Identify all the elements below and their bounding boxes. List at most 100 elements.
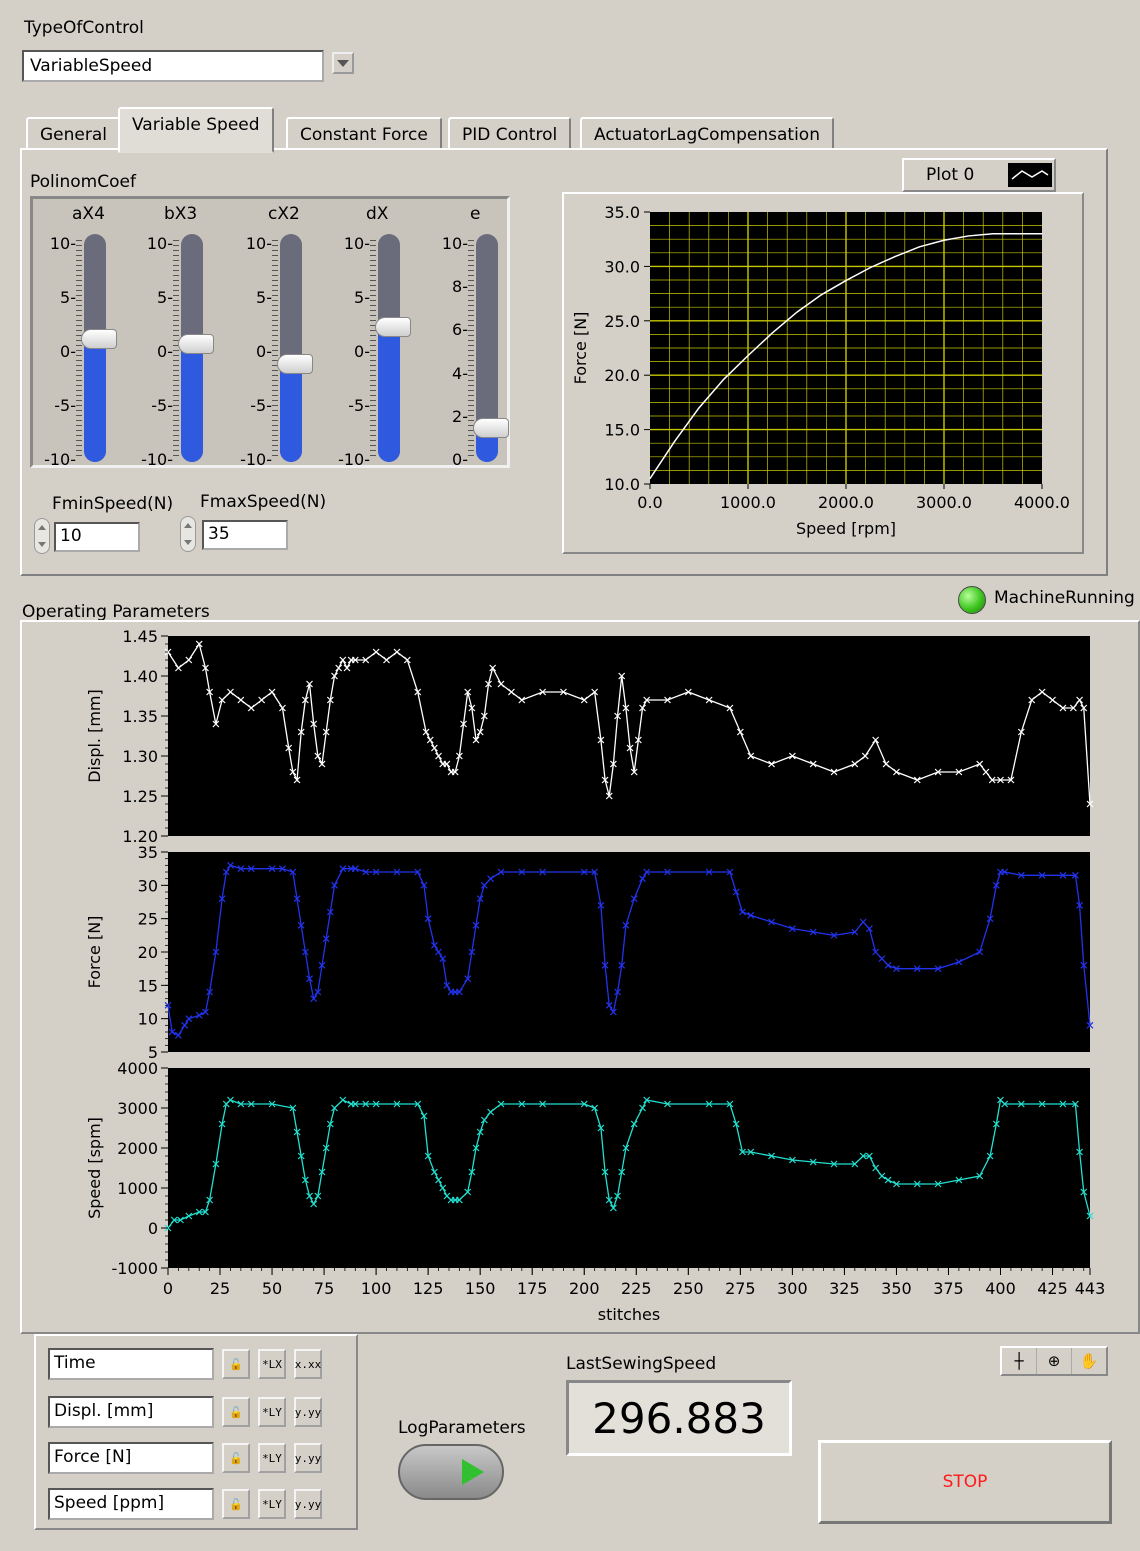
slider-thumb[interactable] (81, 328, 117, 349)
data-point (420, 881, 428, 889)
data-point (293, 895, 301, 903)
slider-track[interactable] (476, 234, 498, 462)
stop-button[interactable]: STOP (818, 1440, 1112, 1524)
slider-tick-label: 10- (343, 234, 370, 253)
data-point (480, 1116, 488, 1124)
x-axis-lock-icon[interactable]: *LX (258, 1349, 286, 1379)
data-point (830, 931, 838, 939)
plot-legend-label: Plot 0 (926, 165, 975, 185)
y-axis-lock-icon[interactable]: *LY (258, 1443, 286, 1473)
fmin-speed-input[interactable]: 10 (54, 522, 140, 552)
x-axis-label: Speed [rpm] (796, 519, 896, 538)
tab-actuator-lag-compensation[interactable]: ActuatorLagCompensation (580, 117, 834, 153)
data-point (614, 988, 621, 996)
slider-track[interactable] (378, 234, 400, 462)
data-point (851, 1160, 859, 1168)
data-point (206, 1196, 214, 1204)
tab-constant-force[interactable]: Constant Force (286, 117, 442, 153)
lock-icon[interactable]: 🔓 (222, 1397, 250, 1427)
x-tick-label: 4000.0 (1014, 493, 1070, 512)
data-point (331, 881, 338, 889)
data-point (177, 1216, 184, 1224)
tab-variable-speed[interactable]: Variable Speed (118, 107, 274, 153)
zoom-icon[interactable]: ⊕ (1037, 1348, 1072, 1374)
format-icon[interactable]: y.yy (294, 1489, 322, 1519)
y-tick-label: 1.35 (122, 707, 158, 726)
data-point (597, 1124, 605, 1132)
lock-icon[interactable]: 🔓 (222, 1349, 250, 1379)
data-point (318, 760, 326, 768)
data-point (497, 1100, 505, 1108)
data-point (268, 865, 276, 873)
data-point (227, 688, 234, 696)
x-tick-label: 175 (517, 1279, 548, 1298)
x-tick-label: 0 (163, 1279, 173, 1298)
cursor-name-field[interactable]: Speed [ppm] (48, 1488, 214, 1520)
data-point (1059, 704, 1067, 712)
slider-track[interactable] (280, 234, 302, 462)
data-point (618, 1168, 626, 1176)
format-icon[interactable]: y.yy (294, 1443, 322, 1473)
data-point (609, 760, 617, 768)
data-point (882, 760, 890, 768)
y-axis-lock-icon[interactable]: *LY (258, 1489, 286, 1519)
tab-general[interactable]: General (26, 117, 121, 153)
data-point (809, 760, 817, 768)
lock-icon[interactable]: 🔓 (222, 1443, 250, 1473)
data-point (362, 656, 370, 664)
cursor-name-field[interactable]: Time (48, 1348, 214, 1380)
format-icon[interactable]: y.yy (294, 1397, 322, 1427)
x-tick-label: 443 (1075, 1279, 1106, 1298)
plot-legend[interactable]: Plot 0 (902, 158, 1056, 192)
data-point (859, 1152, 867, 1160)
format-icon[interactable]: x.xx (294, 1349, 322, 1379)
type-of-control-select[interactable]: VariableSpeed (22, 50, 324, 82)
crosshair-icon[interactable]: ┼ (1002, 1348, 1037, 1374)
slider-tick-label: 6- (452, 320, 468, 340)
data-point (472, 1144, 480, 1152)
data-point (237, 865, 245, 873)
slider-thumb[interactable] (375, 316, 411, 337)
operating-parameters-graph[interactable]: 1.45 1.40 1.35 1.30 1.25 1.20 Displ. [mm] 35 30 2… (20, 620, 1120, 1334)
pan-hand-icon[interactable]: ✋ (1079, 1352, 1099, 1370)
y-axis-lock-icon[interactable]: *LY (258, 1397, 286, 1427)
log-parameters-button[interactable] (398, 1444, 504, 1500)
data-point (393, 648, 401, 656)
fmax-speed-input[interactable]: 35 (202, 520, 288, 550)
data-point (435, 948, 442, 956)
data-point (443, 981, 451, 989)
fmax-speed-spinner[interactable] (180, 516, 196, 552)
data-point (893, 768, 900, 776)
slider-thumb[interactable] (178, 334, 214, 355)
data-point (918, 246, 921, 248)
fmin-speed-label: FminSpeed(N) (52, 494, 174, 514)
type-of-control-dropdown-button[interactable] (332, 52, 354, 74)
x-tick-label: 225 (621, 1279, 652, 1298)
data-point (893, 1180, 900, 1188)
data-point (343, 664, 351, 672)
data-point (476, 728, 484, 736)
data-point (372, 648, 380, 656)
data-point (539, 868, 547, 876)
data-point (851, 928, 859, 936)
cursor-name-field[interactable]: Force [N] (48, 1442, 214, 1474)
data-point (476, 1128, 484, 1136)
fmin-speed-spinner[interactable] (34, 518, 50, 554)
cursor-name-field[interactable]: Displ. [mm] (48, 1396, 214, 1428)
lock-icon[interactable]: 🔓 (222, 1489, 250, 1519)
data-point (872, 736, 880, 744)
data-point (997, 776, 1004, 784)
slider-track[interactable] (181, 234, 203, 462)
force-speed-graph[interactable]: 35.0 30.0 25.0 20.0 15.0 10.00.0 1000.0 2000.0 3… (562, 192, 1084, 554)
y-tick-label: 10.0 (604, 475, 640, 494)
data-point (218, 696, 226, 704)
data-point (878, 955, 886, 963)
slider-thumb[interactable] (277, 353, 313, 374)
tab-pid-control[interactable]: PID Control (448, 117, 572, 153)
data-point (643, 696, 651, 704)
slider-thumb[interactable] (473, 418, 509, 439)
data-point (247, 1100, 255, 1108)
data-point (865, 925, 873, 933)
data-point (485, 680, 492, 688)
data-point (451, 768, 459, 776)
